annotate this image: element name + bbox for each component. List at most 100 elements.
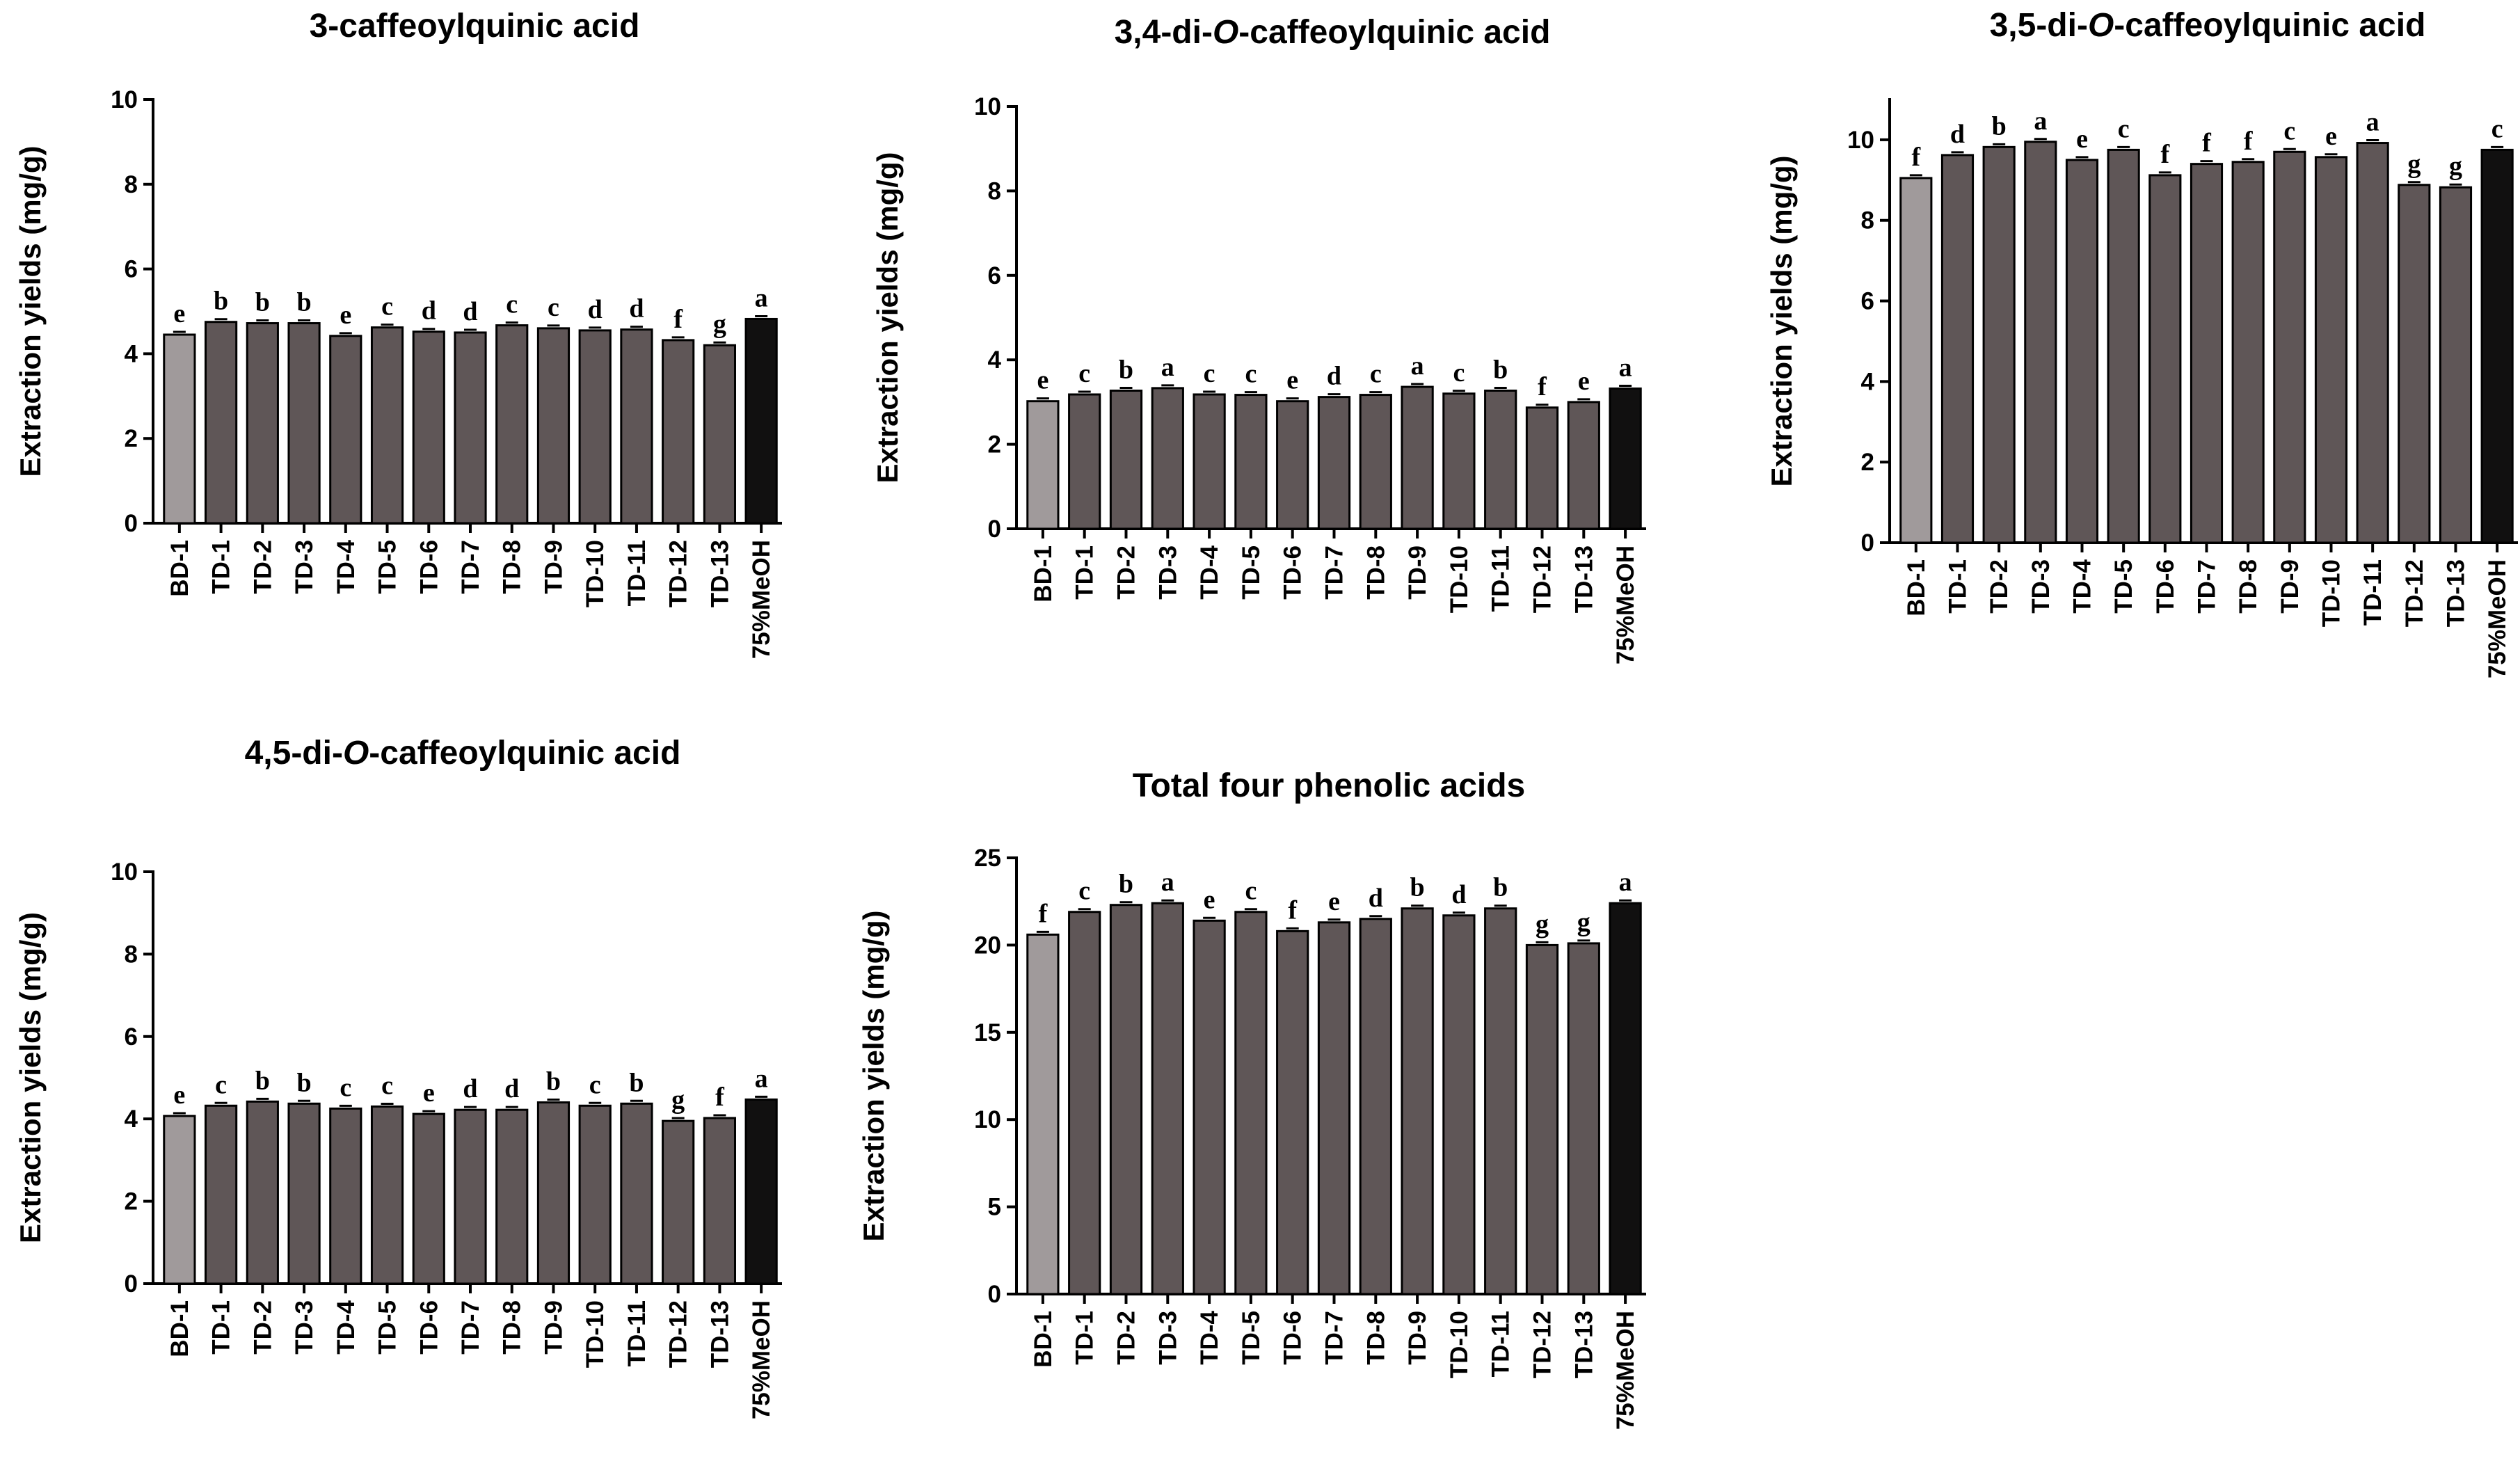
chart-title: 3-caffeoylquinic acid [310, 8, 640, 45]
significance-letter: d [1950, 120, 1965, 149]
significance-letter: f [1912, 143, 1922, 172]
bar-td-7 [2190, 163, 2224, 544]
significance-letter: c [1078, 877, 1090, 906]
bar-td-2 [246, 322, 279, 525]
y-tick-label: 8 [125, 171, 138, 198]
significance-letter: c [1370, 360, 1382, 389]
x-tick-label: TD-10 [1446, 1311, 1473, 1378]
bar-td-9 [536, 1101, 571, 1285]
x-tick-label: TD-2 [249, 1300, 276, 1355]
y-tick-label: 10 [1847, 127, 1874, 154]
bar-td-1 [1068, 393, 1101, 530]
y-tick-label: 2 [125, 1188, 138, 1215]
x-tick-label: BD-1 [1903, 559, 1930, 616]
bar-td-12 [2398, 184, 2431, 544]
bar-td-7 [1317, 921, 1351, 1295]
bar-bd-1 [1026, 400, 1060, 530]
x-tick-label: TD-2 [1986, 559, 2013, 614]
significance-letter: d [1369, 884, 1383, 913]
significance-letter: g [671, 1085, 685, 1115]
x-tick-label: TD-8 [499, 1300, 526, 1355]
significance-letter: b [296, 288, 311, 317]
y-tick-label: 5 [988, 1194, 1001, 1221]
y-tick-label: 8 [988, 177, 1001, 205]
bar-td-10 [1442, 392, 1476, 530]
x-tick-label: TD-2 [249, 540, 276, 594]
significance-letter: e [423, 1078, 435, 1108]
bar-td-2 [1982, 145, 2016, 544]
bar-bd-1 [163, 1115, 196, 1285]
x-tick-label: TD-1 [208, 1300, 235, 1355]
x-tick-label: TD-8 [1362, 1311, 1389, 1365]
significance-letter: f [2244, 127, 2254, 156]
bar-td-7 [454, 1108, 487, 1285]
x-tick-label: TD-12 [1529, 545, 1556, 613]
significance-letter: d [629, 294, 644, 324]
chart-title: 4,5-di-O-caffeoylquinic acid [245, 735, 681, 772]
y-axis-label: Extraction yields (mg/g) [871, 152, 904, 483]
significance-letter: e [1204, 885, 1215, 914]
y-axis-label: Extraction yields (mg/g) [1765, 155, 1798, 486]
x-tick-label: TD-6 [1279, 1311, 1307, 1365]
significance-letter: c [1204, 359, 1215, 388]
significance-letter: b [1119, 870, 1133, 899]
y-tick-label: 4 [1861, 368, 1875, 395]
y-tick-label: 4 [988, 346, 1002, 374]
chart-title: 3,4-di-O-caffeoylquinic acid [1115, 14, 1551, 51]
y-tick-label: 2 [988, 431, 1001, 458]
y-tick-label: 2 [125, 425, 138, 452]
chart-panel-3-5-di-o-caffeoylquinic-acid: 3,5-di-O-caffeoylquinic acid Extraction y… [1765, 7, 2518, 678]
x-tick-label: BD-1 [1030, 1311, 1057, 1368]
bar-td-5 [370, 1105, 404, 1285]
bar-td-13 [1567, 942, 1600, 1295]
bar-bd-1 [163, 333, 196, 525]
bar-td-8 [495, 324, 529, 525]
bar-td-3 [287, 322, 321, 525]
x-tick-label: TD-11 [623, 1300, 651, 1366]
bar-td-11 [620, 328, 653, 525]
bar-td-12 [662, 1119, 695, 1285]
bar-td-7 [454, 331, 487, 525]
y-tick-label: 0 [988, 516, 1001, 543]
bar-td-5 [2107, 148, 2140, 544]
bar-td-13 [1567, 401, 1600, 530]
significance-letter: c [1245, 877, 1257, 906]
x-tick-label: TD-13 [2443, 559, 2470, 627]
x-tick-label: TD-13 [1570, 545, 1597, 613]
significance-letter: a [1161, 353, 1174, 382]
y-tick-label: 2 [1861, 449, 1874, 476]
x-tick-label: 75%MeOH [1612, 545, 1639, 664]
significance-letter: a [1161, 868, 1174, 897]
bar-td-8 [2231, 161, 2265, 544]
significance-letter: b [255, 1066, 270, 1095]
bar-td-11 [1484, 390, 1517, 530]
significance-letter: a [1411, 351, 1424, 381]
significance-letter: e [1286, 366, 1298, 395]
bar-td-13 [2439, 186, 2473, 544]
significance-letter: e [173, 1080, 185, 1110]
bar-td-4 [1193, 393, 1226, 530]
bar-td-9 [1401, 385, 1434, 530]
significance-letter: d [588, 295, 603, 324]
significance-letter: c [2491, 114, 2503, 143]
y-tick-label: 0 [1861, 529, 1874, 557]
bar-td-1 [204, 321, 238, 525]
significance-letter: f [2161, 140, 2171, 169]
significance-letter: c [2118, 114, 2130, 143]
significance-letter: c [215, 1070, 227, 1099]
significance-letter: b [546, 1067, 561, 1096]
significance-letter: g [2407, 150, 2421, 179]
x-tick-label: TD-3 [1154, 545, 1181, 600]
x-tick-label: TD-1 [1071, 1311, 1099, 1365]
significance-letter: c [2283, 116, 2295, 145]
bar-td-13 [703, 1117, 737, 1285]
x-tick-label: TD-7 [2194, 559, 2221, 614]
significance-letter: d [463, 297, 477, 326]
y-tick-label: 6 [988, 262, 1001, 289]
significance-letter: g [1536, 909, 1549, 939]
significance-letter: f [715, 1083, 725, 1112]
significance-letter: g [1577, 908, 1590, 937]
x-tick-label: TD-7 [1321, 545, 1348, 600]
significance-letter: e [1037, 366, 1048, 395]
